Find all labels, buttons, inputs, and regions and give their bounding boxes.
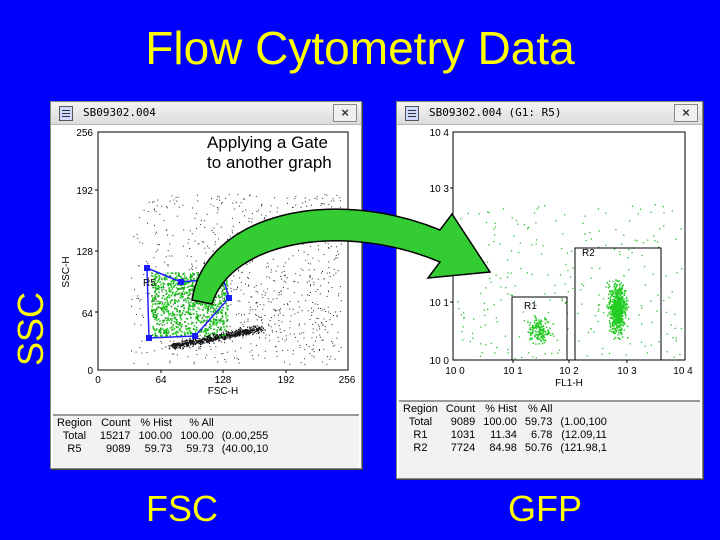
cell: 15217 (99, 430, 131, 442)
x-tick-label: 192 (278, 375, 295, 386)
x-tick-label: 128 (215, 375, 232, 386)
col-header: Count (101, 417, 131, 429)
col-header: Region (403, 403, 438, 415)
x-ticks (160, 370, 287, 373)
cell: 100.00 (483, 416, 517, 428)
x-tick-label: 0 (95, 375, 101, 386)
cell: 6.78 (530, 429, 553, 441)
close-button[interactable]: × (333, 104, 357, 122)
cell: 50.76 (524, 442, 553, 454)
x-tick-label: 10 4 (673, 366, 693, 377)
table-row: R2 7724 84.98 50.76 (121.98,1 (399, 442, 611, 455)
stats-table: Region Count % Hist % All Total 9089 100… (399, 402, 611, 455)
col-header (556, 402, 610, 416)
col-header: % Hist (140, 417, 173, 429)
y-axis-label: SSC-H (61, 256, 72, 287)
cell: (12.09,11 (561, 429, 607, 441)
table-row: Total 15217 100.00 100.00 (0.00,255 (53, 430, 272, 443)
document-icon (405, 106, 419, 121)
y-tick-label: 256 (76, 128, 93, 139)
region-statistics: Region Count % Hist % All Total 9089 100… (399, 400, 700, 478)
cell: R1 (413, 429, 428, 441)
region-label-r1: R1 (524, 301, 537, 312)
cell: (121.98,1 (560, 442, 607, 454)
region-r1[interactable] (511, 296, 568, 361)
y-tick-label: 0 (87, 366, 93, 377)
y-ticks (95, 189, 98, 313)
table-row: R1 1031 11.34 6.78 (12.09,11 (399, 429, 611, 442)
stats-header-row: Region Count % Hist % All (53, 416, 272, 430)
y-tick-label: 128 (76, 247, 93, 258)
close-button[interactable]: × (674, 104, 698, 122)
window-title: SB09302.004 (83, 106, 156, 119)
gate-annotation: Applying a Gate to another graph (207, 133, 345, 173)
cell: 59.73 (186, 443, 214, 455)
window-titlebar[interactable]: SB09302.004 × (51, 102, 361, 125)
x-ticks (512, 360, 628, 363)
col-header: Region (57, 417, 92, 429)
y-tick-label: 192 (76, 186, 93, 197)
region-label-r5: R5 (143, 278, 156, 289)
y-tick-label: 10 0 (430, 356, 450, 367)
cell: R2 (413, 442, 428, 454)
x-tick-label: 10 2 (559, 366, 579, 377)
document-icon (59, 106, 73, 121)
col-header: % Hist (485, 403, 517, 415)
x-tick-label: 64 (155, 375, 167, 386)
stats-table: Region Count % Hist % All Total 15217 10… (53, 416, 272, 456)
gfp-axis-caption: GFP (508, 488, 583, 529)
region-r2[interactable] (574, 247, 662, 361)
window-titlebar[interactable]: SB09302.004 (G1: R5) × (397, 102, 702, 125)
table-row: R5 9089 59.73 59.73 (40.00,10 (53, 443, 272, 456)
x-axis-label: FSC-H (208, 386, 239, 397)
cell: 100.00 (138, 430, 173, 442)
region-statistics: Region Count % Hist % All Total 15217 10… (53, 414, 359, 468)
stats-header-row: Region Count % Hist % All (399, 402, 611, 416)
cell: 59.73 (524, 416, 553, 428)
region-label-r2: R2 (582, 248, 595, 259)
cell: Total (62, 430, 87, 442)
cell: 9089 (450, 416, 476, 428)
y-tick-label: 10 1 (430, 298, 450, 309)
fl1-fl2-dot-plot[interactable]: R1 R2 FL2- 10 4 10 3 10 1 10 0 10 0 10 1… (397, 124, 702, 400)
y-tick-label: 64 (82, 309, 94, 320)
table-row: Total 9089 100.00 59.73 (1.00,100 (399, 416, 611, 429)
window-title: SB09302.004 (G1: R5) (429, 106, 562, 119)
cell: (40.00,10 (221, 443, 269, 455)
cell: 100.00 (180, 430, 214, 442)
x-tick-label: 256 (339, 375, 356, 386)
col-header (218, 416, 272, 430)
y-tick-label: 10 4 (430, 128, 450, 139)
cell: 59.73 (144, 443, 173, 455)
x-tick-label: 10 3 (617, 366, 637, 377)
col-header: % All (189, 417, 214, 429)
plot-frame (452, 131, 686, 361)
x-tick-label: 10 0 (445, 366, 465, 377)
y-axis-label: FL2- (421, 236, 432, 257)
x-axis-label: FL1-H (555, 378, 583, 389)
cell: (0.00,255 (221, 430, 269, 442)
col-header: Count (445, 403, 476, 415)
fsc-axis-caption: FSC (146, 488, 218, 529)
cell: 7724 (450, 442, 476, 454)
cell: (1.00,100 (560, 416, 607, 428)
ssc-axis-caption: SSC (10, 291, 52, 367)
fluorescence-plot-window: SB09302.004 (G1: R5) × R1 R2 FL2- 10 4 1… (396, 101, 703, 479)
cell: Total (408, 416, 433, 428)
cell: 1031 (450, 429, 476, 441)
slide-title: Flow Cytometry Data (145, 22, 575, 74)
cell: 9089 (105, 443, 131, 455)
cell: 84.98 (489, 442, 517, 454)
x-tick-label: 10 1 (503, 366, 523, 377)
cell: R5 (67, 443, 82, 455)
y-tick-label: 10 3 (430, 184, 450, 195)
cell: 11.34 (490, 429, 517, 441)
col-header: % All (527, 403, 553, 415)
